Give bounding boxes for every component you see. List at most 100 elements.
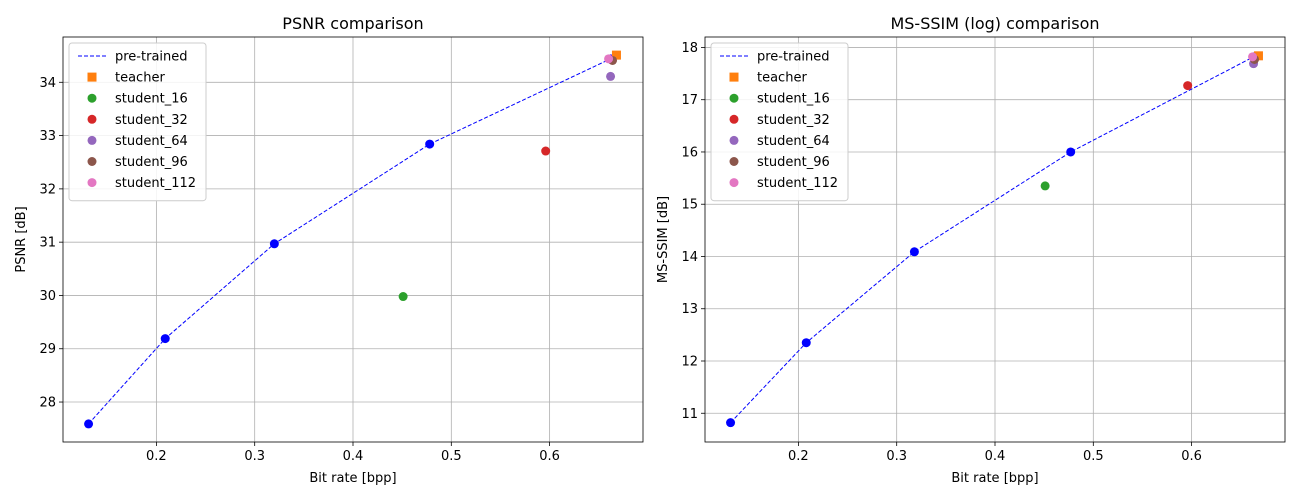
legend-box: [68, 42, 207, 202]
y-tick-label: 28: [39, 396, 56, 411]
legend-item: student_16: [729, 92, 830, 107]
y-tick-label: 33: [39, 129, 56, 144]
legend-item: student_64: [87, 134, 188, 149]
legend-dot-swatch: [729, 178, 739, 188]
x-tick-label: 0.6: [1181, 449, 1202, 464]
legend-item: teacher: [729, 71, 807, 86]
x-axis-label: Bit rate [bpp]: [309, 471, 396, 486]
data-point: [1183, 81, 1193, 91]
y-tick-label: 31: [39, 236, 56, 251]
legend-dot-swatch: [729, 157, 739, 166]
legend-dot-swatch: [87, 178, 97, 188]
data-point: [269, 239, 279, 249]
data-point: [606, 71, 616, 81]
series-teacher: [1253, 51, 1263, 61]
data-point: [84, 419, 94, 429]
legend-dot-swatch: [729, 135, 739, 145]
y-axis-label: PSNR [dB]: [14, 206, 29, 272]
chart-2: 0.2 0.3 0.4 0.5 0.6 11 12 13 14 15 16 17 18 MS-SSIM (…: [656, 14, 1286, 486]
series-teacher: [611, 50, 621, 60]
y-tick-label: 14: [681, 250, 698, 265]
x-tick-label: 0.5: [441, 449, 462, 464]
x-tick-label: 0.6: [539, 449, 560, 464]
legend-dot-swatch: [729, 93, 739, 103]
series-student_112: [1248, 52, 1258, 62]
data-point: [541, 146, 551, 156]
y-axis-label: MS-SSIM [dB]: [656, 196, 671, 283]
data-point: [1066, 147, 1076, 157]
chart-1: 0.2 0.3 0.4 0.5 0.6 28 29 30 31 32 33 34 PSNR compar…: [14, 14, 644, 486]
series-line: [730, 56, 1254, 424]
legend-label: student_96: [115, 155, 188, 170]
legend-dot-swatch: [87, 114, 97, 124]
legend-label: student_32: [757, 113, 830, 128]
legend-box: [710, 42, 849, 202]
series-student_64: [606, 71, 616, 81]
x-tick-label: 0.4: [343, 449, 364, 464]
legend-item: student_112: [87, 176, 196, 191]
legend: pre-trained teacher student_16 student_32st…: [68, 42, 207, 202]
series-student_16: [398, 292, 408, 302]
legend-item: student_64: [729, 134, 830, 149]
series-student_32: [1183, 81, 1193, 91]
legend-item: pre-trained: [78, 50, 188, 65]
legend-item: student_32: [729, 113, 830, 128]
axes-frame: [704, 36, 1286, 443]
legend-item: student_96: [729, 155, 830, 170]
legend-label: teacher: [757, 71, 807, 86]
axes-frame: [62, 36, 644, 443]
data-point: [1040, 181, 1050, 191]
legend-label: student_32: [115, 113, 188, 128]
series-student_16: [1040, 181, 1050, 191]
data-point: [160, 334, 170, 344]
legend-label: student_112: [757, 176, 838, 191]
legend-label: student_64: [115, 134, 188, 149]
y-tick-label: 29: [39, 342, 56, 357]
series-student_32: [541, 146, 551, 156]
legend-item: student_112: [729, 176, 838, 191]
data-point: [611, 50, 621, 60]
legend-label: student_64: [757, 134, 830, 149]
legend-item: pre-trained: [720, 50, 830, 65]
data-point: [726, 418, 736, 428]
data-point: [1253, 51, 1263, 61]
legend-label: pre-trained: [757, 50, 830, 65]
data-point: [425, 139, 435, 149]
legend-dot-swatch: [87, 93, 97, 103]
x-tick-label: 0.4: [985, 449, 1006, 464]
y-tick-label: 13: [681, 302, 698, 317]
y-tick-label: 18: [681, 41, 698, 56]
x-tick-label: 0.2: [146, 449, 167, 464]
legend-label: teacher: [115, 71, 165, 86]
legend-dot-swatch: [87, 157, 97, 166]
legend-label: student_16: [115, 92, 188, 107]
data-point: [604, 54, 614, 64]
legend-item: student_32: [87, 113, 188, 128]
x-axis-label: Bit rate [bpp]: [951, 471, 1038, 486]
x-tick-label: 0.3: [886, 449, 907, 464]
legend-label: student_112: [115, 176, 196, 191]
y-tick-label: 12: [681, 355, 698, 370]
legend: pre-trained teacher student_16 student_32st…: [710, 42, 849, 202]
legend-label: student_96: [757, 155, 830, 170]
chart-title: MS-SSIM (log) comparison: [890, 14, 1099, 33]
x-tick-label: 0.3: [244, 449, 265, 464]
y-tick-label: 17: [681, 93, 698, 108]
data-point: [909, 247, 919, 257]
legend-dot-swatch: [87, 135, 97, 145]
x-tick-label: 0.5: [1083, 449, 1104, 464]
y-tick-label: 30: [39, 289, 56, 304]
legend-item: student_16: [87, 92, 188, 107]
data-point: [398, 292, 408, 302]
legend-square-swatch: [87, 72, 97, 82]
y-tick-label: 32: [39, 182, 56, 197]
y-tick-label: 15: [681, 198, 698, 213]
y-tick-label: 16: [681, 145, 698, 160]
legend-label: pre-trained: [115, 50, 188, 65]
data-point: [1248, 52, 1258, 62]
chart-title: PSNR comparison: [282, 14, 423, 33]
series-student_112: [604, 54, 614, 64]
legend-label: student_16: [757, 92, 830, 107]
legend-item: teacher: [87, 71, 165, 86]
